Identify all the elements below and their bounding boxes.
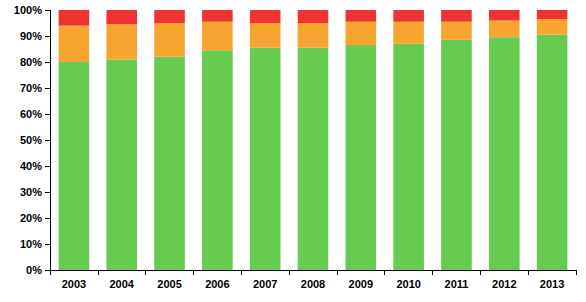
svg-text:10%: 10%: [20, 238, 42, 250]
svg-text:50%: 50%: [20, 134, 42, 146]
svg-text:2009: 2009: [349, 278, 373, 290]
svg-text:90%: 90%: [20, 30, 42, 42]
svg-text:2013: 2013: [540, 278, 564, 290]
svg-text:2005: 2005: [157, 278, 181, 290]
svg-text:2008: 2008: [301, 278, 325, 290]
svg-text:2011: 2011: [445, 278, 469, 290]
svg-text:80%: 80%: [20, 56, 42, 68]
svg-text:2012: 2012: [492, 278, 516, 290]
svg-text:0%: 0%: [26, 264, 42, 276]
svg-text:2004: 2004: [109, 278, 134, 290]
svg-text:70%: 70%: [20, 82, 42, 94]
svg-text:2010: 2010: [396, 278, 420, 290]
svg-text:40%: 40%: [20, 160, 42, 172]
svg-text:100%: 100%: [14, 4, 42, 16]
svg-text:2003: 2003: [62, 278, 86, 290]
svg-text:2007: 2007: [253, 278, 277, 290]
svg-text:30%: 30%: [20, 186, 42, 198]
svg-text:60%: 60%: [20, 108, 42, 120]
svg-text:20%: 20%: [20, 212, 42, 224]
svg-text:2006: 2006: [205, 278, 229, 290]
